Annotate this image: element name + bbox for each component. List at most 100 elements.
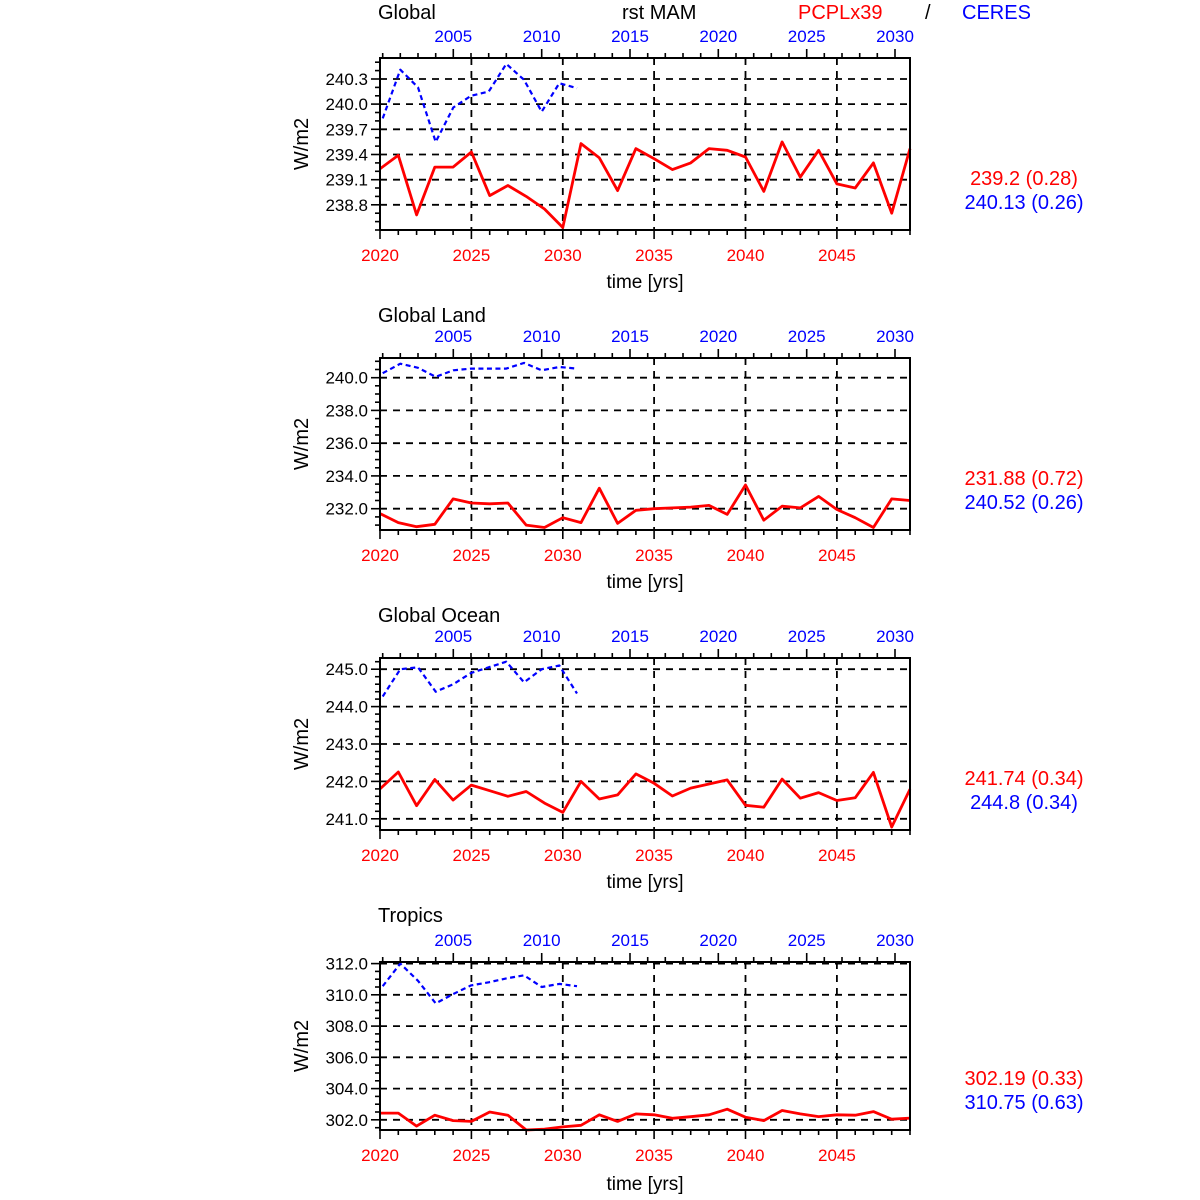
pcplx39-line — [379, 140, 912, 229]
x-axis-title-2: time [yrs] — [606, 572, 684, 593]
x-tick-label-bottom: 2045 — [818, 546, 856, 565]
y-tick-label: 308.0 — [325, 1017, 368, 1036]
x-axis-title-4: time [yrs] — [606, 1174, 684, 1195]
ceres-line — [382, 361, 578, 378]
y-tick-label: 238.0 — [325, 401, 368, 420]
x-tick-label-top: 2025 — [788, 627, 826, 646]
x-tick-label-bottom: 2035 — [635, 846, 673, 865]
y-tick-label: 244.0 — [325, 698, 368, 717]
header-series-red-label: PCPLx39 — [798, 2, 883, 24]
x-tick-label-bottom: 2045 — [818, 1146, 856, 1165]
x-tick-label-top: 2015 — [611, 627, 649, 646]
y-tick-label: 243.0 — [325, 735, 368, 754]
y-tick-label: 240.0 — [325, 95, 368, 114]
x-tick-label-top: 2010 — [523, 27, 561, 46]
stat-blue-global-ocean: 244.8 (0.34) — [970, 792, 1078, 814]
ceres-line — [381, 62, 578, 143]
stat-red-tropics: 302.19 (0.33) — [964, 1068, 1084, 1090]
y-tick-label: 232.0 — [325, 500, 368, 519]
x-tick-label-bottom: 2040 — [727, 546, 765, 565]
y-tick-label: 245.0 — [325, 660, 368, 679]
stat-red-global-ocean: 241.74 (0.34) — [964, 768, 1084, 790]
x-tick-label-top: 2025 — [788, 327, 826, 346]
x-tick-label-top: 2015 — [611, 327, 649, 346]
x-tick-label-top: 2025 — [788, 931, 826, 950]
ceres-line — [381, 962, 578, 1005]
stat-red-global: 239.2 (0.28) — [970, 168, 1078, 190]
y-tick-label: 240.0 — [325, 369, 368, 388]
y-tick-label: 240.3 — [325, 70, 368, 89]
stat-blue-global: 240.13 (0.26) — [964, 192, 1084, 214]
header-separator: / — [925, 2, 931, 24]
header-series-blue-label: CERES — [962, 2, 1031, 24]
stat-blue-tropics: 310.75 (0.63) — [964, 1092, 1084, 1114]
x-tick-label-bottom: 2020 — [361, 846, 399, 865]
y-tick-label: 310.0 — [325, 986, 368, 1005]
pcplx39-line — [379, 483, 911, 529]
y-tick-label: 239.7 — [325, 120, 368, 139]
pcplx39-line — [379, 770, 912, 829]
y-tick-label: 236.0 — [325, 434, 368, 453]
x-tick-label-top: 2025 — [788, 27, 826, 46]
x-tick-label-bottom: 2025 — [452, 246, 490, 265]
panel-title-tropics: Tropics — [378, 905, 443, 927]
x-axis-title-1: time [yrs] — [606, 272, 684, 293]
y-tick-label: 312.0 — [325, 955, 368, 974]
x-tick-label-bottom: 2020 — [361, 546, 399, 565]
y-tick-label: 239.4 — [325, 146, 368, 165]
x-tick-label-top: 2015 — [611, 931, 649, 950]
x-tick-label-top: 2005 — [434, 627, 472, 646]
x-tick-label-top: 2030 — [876, 27, 914, 46]
x-tick-label-top: 2010 — [523, 627, 561, 646]
panel-title-global-land: Global Land — [378, 305, 486, 327]
stat-blue-global-land: 240.52 (0.26) — [964, 492, 1084, 514]
y-axis-title-1: W/m2 — [291, 117, 313, 171]
y-tick-label: 304.0 — [325, 1080, 368, 1099]
plot-frame — [379, 57, 911, 231]
header-run-label: rst MAM — [622, 2, 697, 24]
panel-title-global-ocean: Global Ocean — [378, 605, 501, 627]
x-tick-label-top: 2005 — [434, 327, 472, 346]
x-tick-label-bottom: 2045 — [818, 846, 856, 865]
y-axis-title-2: W/m2 — [291, 417, 313, 471]
x-tick-label-bottom: 2035 — [635, 1146, 673, 1165]
x-tick-label-top: 2020 — [699, 627, 737, 646]
y-tick-label: 241.0 — [325, 810, 368, 829]
x-tick-label-bottom: 2040 — [727, 846, 765, 865]
y-tick-label: 238.8 — [325, 196, 368, 215]
y-tick-label: 234.0 — [325, 467, 368, 486]
y-tick-label: 306.0 — [325, 1048, 368, 1067]
panel-title-global: Global — [378, 2, 436, 24]
x-tick-label-bottom: 2030 — [544, 1146, 582, 1165]
x-tick-label-bottom: 2025 — [452, 1146, 490, 1165]
y-axis-title-4: W/m2 — [291, 1019, 313, 1073]
stat-red-global-land: 231.88 (0.72) — [964, 468, 1084, 490]
x-tick-label-top: 2010 — [523, 327, 561, 346]
y-tick-label: 302.0 — [325, 1111, 368, 1130]
y-tick-label: 239.1 — [325, 171, 368, 190]
ceres-line — [381, 660, 578, 698]
y-tick-label: 242.0 — [325, 772, 368, 791]
x-tick-label-top: 2015 — [611, 27, 649, 46]
x-tick-label-bottom: 2045 — [818, 246, 856, 265]
x-tick-label-bottom: 2035 — [635, 546, 673, 565]
pcplx39-line — [380, 1107, 911, 1132]
x-tick-label-top: 2030 — [876, 627, 914, 646]
y-axis-title-3: W/m2 — [291, 717, 313, 771]
x-tick-label-top: 2005 — [434, 27, 472, 46]
x-tick-label-bottom: 2020 — [361, 1146, 399, 1165]
x-tick-label-bottom: 2030 — [544, 546, 582, 565]
x-tick-label-top: 2020 — [699, 931, 737, 950]
plot-frame — [379, 961, 911, 1131]
x-tick-label-top: 2020 — [699, 27, 737, 46]
x-tick-label-top: 2030 — [876, 931, 914, 950]
x-tick-label-top: 2030 — [876, 327, 914, 346]
x-tick-label-bottom: 2040 — [727, 1146, 765, 1165]
x-tick-label-bottom: 2040 — [727, 246, 765, 265]
x-tick-label-top: 2010 — [523, 931, 561, 950]
x-tick-label-bottom: 2030 — [544, 246, 582, 265]
x-tick-label-bottom: 2020 — [361, 246, 399, 265]
x-axis-title-3: time [yrs] — [606, 872, 684, 893]
